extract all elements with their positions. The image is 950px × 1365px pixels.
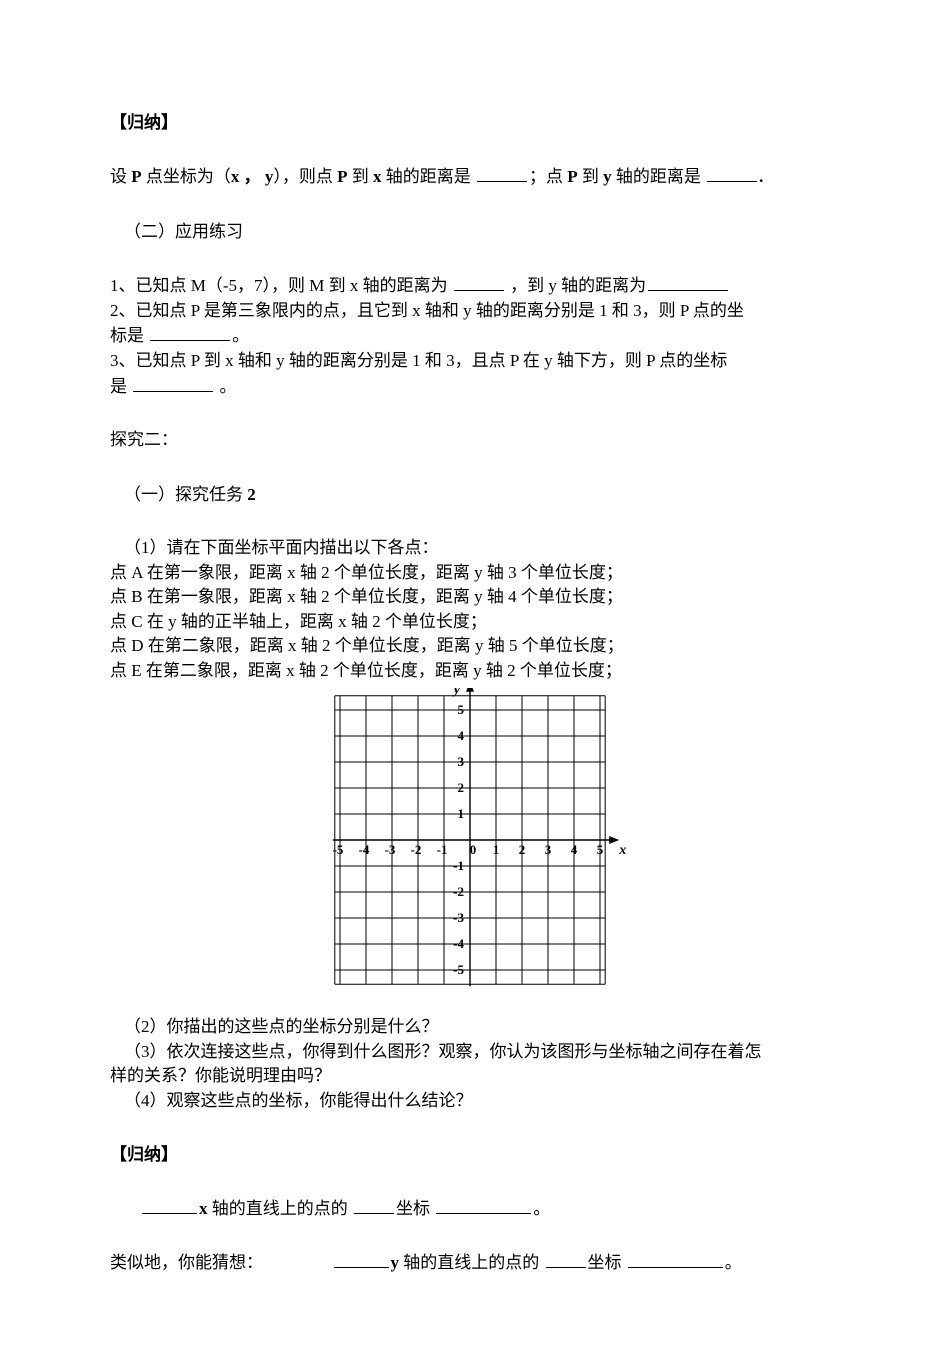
explore-q3: （3）依次连接这些点，你得到什么图形？观察，你认为该图形与坐标轴之间存在着怎 — [110, 1040, 850, 1065]
y-axis-label: y — [391, 1253, 400, 1272]
svg-text:1: 1 — [493, 842, 500, 857]
explore-points-block: （1）请在下面坐标平面内描出以下各点： 点 A 在第一象限，距离 x 轴 2 个… — [110, 536, 850, 684]
document-page: 【归纳】 设 P 点坐标为（x ， y），则点 P 到 x 轴的距离是 ；点 P… — [0, 0, 950, 1365]
svg-text:3: 3 — [545, 842, 552, 857]
summary2-line1: x 轴的直线上的点的 坐标 。 — [110, 1196, 850, 1222]
summary-title-1: 【归纳】 — [110, 110, 850, 136]
svg-text:y: y — [452, 688, 461, 698]
svg-text:-1: -1 — [453, 858, 464, 873]
svg-text:4: 4 — [571, 842, 578, 857]
y-axis-label: y — [603, 167, 612, 186]
practice-q3-cont: 是 。 — [110, 374, 850, 400]
point-a-desc: 点 A 在第一象限，距离 x 轴 2 个单位长度，距离 y 轴 3 个单位长度； — [110, 561, 850, 586]
practice-q3: 3、已知点 P 到 x 轴和 y 轴的距离分别是 1 和 3，且点 P 在 y … — [110, 349, 850, 374]
text: 轴的距离是 — [612, 167, 706, 186]
point-p: P — [567, 167, 577, 186]
text: ，到 y 轴的距离为 — [510, 276, 646, 295]
point-p: P — [131, 167, 141, 186]
summary-line-1: 设 P 点坐标为（x ， y），则点 P 到 x 轴的距离是 ；点 P 到 y … — [110, 164, 850, 190]
text: 类似地，你能猜想： — [110, 1253, 263, 1272]
practice-title: （二）应用练习 — [110, 219, 850, 245]
svg-text:5: 5 — [597, 842, 604, 857]
text: 坐标 — [396, 1199, 434, 1218]
text: 轴的直线上的点的 — [208, 1199, 353, 1218]
explore-task-title: （一）探究任务 2 — [110, 482, 850, 508]
text: 1、已知点 M（-5，7），则 M 到 x 轴的距离为 — [110, 276, 452, 295]
blank-input[interactable] — [707, 164, 757, 182]
blank-input[interactable] — [133, 374, 213, 392]
practice-q2-cont: 标是 。 — [110, 323, 850, 349]
summary-title-2: 【归纳】 — [110, 1142, 850, 1168]
blank-input[interactable] — [150, 323, 230, 341]
point-e-desc: 点 E 在第二象限，距离 x 轴 2 个单位长度，距离 y 轴 2 个单位长度； — [110, 659, 850, 684]
svg-text:4: 4 — [458, 728, 465, 743]
svg-text:-4: -4 — [453, 936, 464, 951]
explore-questions: （2）你描出的这些点的坐标分别是什么？ （3）依次连接这些点，你得到什么图形？观… — [110, 1015, 850, 1114]
x-axis-label: x — [373, 167, 382, 186]
point-c-desc: 点 C 在 y 轴的正半轴上，距离 x 轴 2 个单位长度； — [110, 610, 850, 635]
text: 到 — [348, 167, 374, 186]
point-b-desc: 点 B 在第一象限，距离 x 轴 2 个单位长度，距离 y 轴 4 个单位长度； — [110, 585, 850, 610]
text: . — [759, 167, 763, 186]
blank-input[interactable] — [354, 1196, 394, 1214]
xy-label: x ， y — [231, 167, 274, 186]
x-axis-label: x — [199, 1199, 208, 1218]
text: 到 — [578, 167, 604, 186]
explore-q2: （2）你描出的这些点的坐标分别是什么？ — [110, 1015, 850, 1040]
text: 。 — [215, 377, 236, 396]
practice-q2: 2、已知点 P 是第三象限内的点，且它到 x 轴和 y 轴的距离分别是 1 和 … — [110, 299, 850, 324]
text: 。 — [232, 326, 249, 345]
blank-input[interactable] — [628, 1250, 723, 1268]
coordinate-grid-chart: -5 -4 -3 -2 -1 0 1 2 3 4 5 -5 -4 -3 -2 -1 1 2 3 4 5 y x — [110, 688, 850, 1011]
text: ），则点 — [273, 167, 337, 186]
svg-text:-4: -4 — [359, 842, 370, 857]
grid-svg: -5 -4 -3 -2 -1 0 1 2 3 4 5 -5 -4 -3 -2 -1 1 2 3 4 5 y x — [310, 688, 650, 1003]
svg-text:2: 2 — [458, 780, 465, 795]
blank-input[interactable] — [334, 1250, 389, 1268]
practice-q1: 1、已知点 M（-5，7），则 M 到 x 轴的距离为 ，到 y 轴的距离为 — [110, 273, 850, 299]
task-number: 2 — [247, 485, 256, 504]
svg-text:1: 1 — [458, 806, 465, 821]
svg-text:-2: -2 — [411, 842, 422, 857]
text: 设 — [110, 167, 131, 186]
text: 3、已知点 P 到 x 轴和 y 轴的距离分别是 1 和 3，且点 P 在 y … — [110, 351, 727, 370]
text: 。 — [533, 1199, 550, 1218]
svg-text:-2: -2 — [453, 884, 464, 899]
svg-text:5: 5 — [458, 702, 465, 717]
svg-text:3: 3 — [458, 754, 465, 769]
blank-input[interactable] — [477, 164, 527, 182]
text: 标是 — [110, 326, 148, 345]
svg-text:x: x — [618, 843, 626, 858]
explore-heading: 探究二： — [110, 427, 850, 453]
text: 坐标 — [588, 1253, 626, 1272]
text: （一）探究任务 — [124, 485, 247, 504]
svg-text:-1: -1 — [437, 842, 448, 857]
blank-input[interactable] — [436, 1196, 531, 1214]
text: 2、已知点 P 是第三象限内的点，且它到 x 轴和 y 轴的距离分别是 1 和 … — [110, 301, 744, 320]
explore-p1: （1）请在下面坐标平面内描出以下各点： — [110, 536, 850, 561]
explore-q4: （4）观察这些点的坐标，你能得出什么结论？ — [110, 1089, 850, 1114]
point-d-desc: 点 D 在第二象限，距离 x 轴 2 个单位长度，距离 y 轴 5 个单位长度； — [110, 634, 850, 659]
svg-text:-5: -5 — [333, 842, 344, 857]
svg-text:2: 2 — [519, 842, 526, 857]
text: 轴的距离是 — [382, 167, 476, 186]
blank-input[interactable] — [142, 1196, 197, 1214]
svg-text:-3: -3 — [453, 910, 464, 925]
text: ；点 — [529, 167, 567, 186]
explore-q3b: 样的关系？你能说明理由吗？ — [110, 1064, 850, 1089]
summary2-line2: 类似地，你能猜想： y 轴的直线上的点的 坐标 。 — [110, 1250, 850, 1276]
blank-input[interactable] — [648, 273, 728, 291]
practice-questions: 1、已知点 M（-5，7），则 M 到 x 轴的距离为 ，到 y 轴的距离为 2… — [110, 273, 850, 399]
text: 是 — [110, 377, 131, 396]
text: 点坐标为（ — [142, 167, 231, 186]
svg-text:0: 0 — [470, 842, 477, 857]
blank-input[interactable] — [454, 273, 504, 291]
text: 。 — [725, 1253, 742, 1272]
blank-input[interactable] — [546, 1250, 586, 1268]
point-p: P — [337, 167, 347, 186]
svg-text:-5: -5 — [453, 962, 464, 977]
text: 轴的直线上的点的 — [399, 1253, 544, 1272]
svg-text:-3: -3 — [385, 842, 396, 857]
